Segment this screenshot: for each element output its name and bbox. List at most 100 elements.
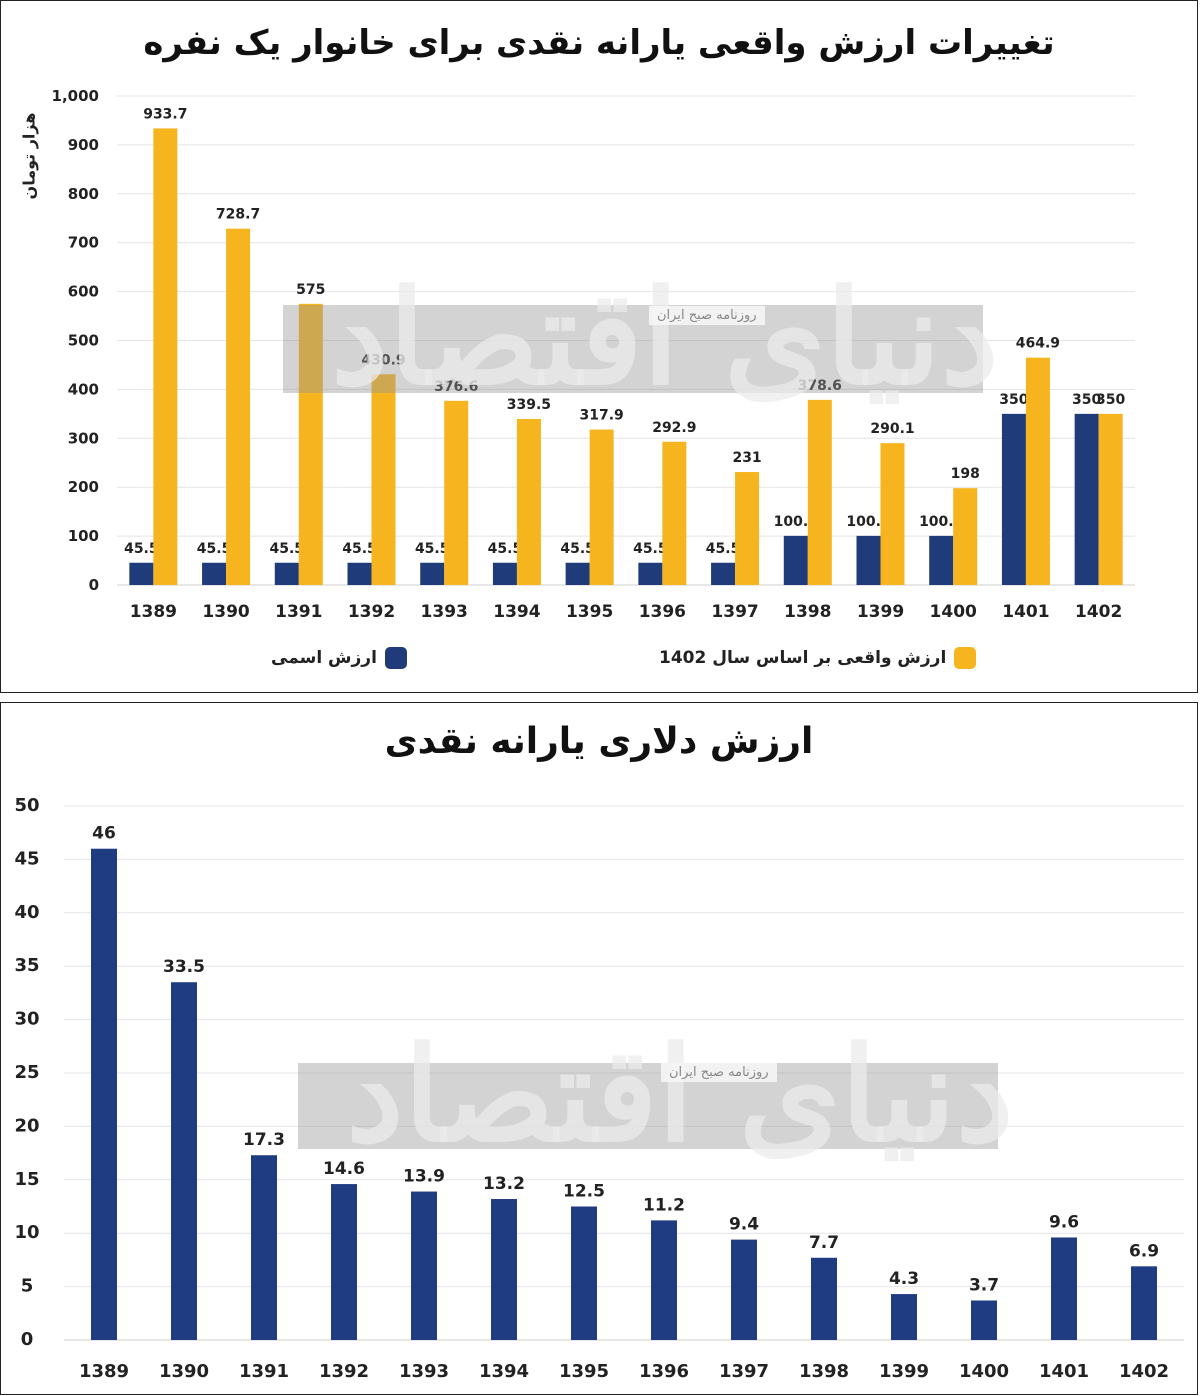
bar: [1074, 413, 1099, 585]
bar: [331, 1184, 357, 1340]
bar: [891, 1294, 917, 1340]
bar: [444, 400, 469, 585]
bar: [153, 128, 178, 585]
data-label: 13.2: [483, 1174, 525, 1194]
watermark-tag: روزنامه صبح ایران: [661, 1063, 777, 1082]
bar: [1025, 357, 1050, 585]
bar: [371, 374, 396, 585]
x-tick-label: 1390: [159, 1361, 209, 1382]
y-tick-label: 25: [14, 1062, 39, 1083]
bar: [731, 1239, 757, 1340]
data-label: 12.5: [563, 1182, 605, 1202]
data-label: 46: [92, 824, 116, 844]
watermark-tag: روزنامه صبح ایران: [649, 306, 765, 325]
bar: [735, 472, 760, 585]
data-label: 45.5: [342, 541, 377, 557]
x-tick-label: 1389: [79, 1361, 129, 1382]
x-tick-label: 1396: [639, 602, 686, 622]
data-label: 376.6: [434, 379, 478, 395]
x-tick-label: 1402: [1119, 1361, 1169, 1382]
bar: [807, 399, 832, 585]
data-label: 100.5: [846, 514, 890, 530]
bar: [651, 1220, 677, 1340]
x-tick-label: 1399: [879, 1361, 929, 1382]
data-label: 9.4: [729, 1215, 759, 1235]
legend-swatch: [954, 647, 977, 669]
bar: [811, 1257, 837, 1340]
data-label: 430.9: [361, 352, 405, 368]
data-label: 317.9: [579, 408, 623, 424]
legend-label: ارزش اسمی: [271, 648, 377, 668]
bar: [971, 1300, 997, 1340]
bar: [226, 228, 251, 585]
legend-item-nominal: ارزش اسمی: [271, 647, 407, 669]
x-tick-label: 1399: [857, 602, 904, 622]
y-tick-label: 20: [14, 1115, 39, 1136]
data-label: 45.5: [270, 541, 305, 557]
data-label: 45.5: [706, 541, 741, 557]
y-tick-label: 0: [89, 576, 99, 594]
x-tick-label: 1393: [399, 1361, 449, 1382]
bar: [638, 562, 663, 585]
data-label: 290.1: [870, 421, 914, 437]
x-tick-label: 1400: [930, 602, 977, 622]
data-label: 7.7: [809, 1233, 839, 1253]
x-tick-label: 1394: [479, 1361, 529, 1382]
x-tick-label: 1391: [275, 602, 322, 622]
bar: [420, 562, 445, 585]
bar: [1131, 1266, 1157, 1340]
data-label: 350: [999, 392, 1028, 408]
data-label: 100.5: [919, 514, 963, 530]
x-tick-label: 1390: [202, 602, 249, 622]
x-tick-label: 1398: [784, 602, 831, 622]
data-label: 45.5: [633, 541, 668, 557]
data-label: 100.5: [774, 514, 818, 530]
chart-title: تغییرات ارزش واقعی یارانه نقدی برای خانو…: [143, 23, 1055, 63]
x-tick-label: 1389: [130, 602, 177, 622]
data-label: 350: [1072, 392, 1101, 408]
x-tick-label: 1401: [1039, 1361, 1089, 1382]
y-tick-label: 40: [14, 902, 39, 923]
bar: [347, 562, 372, 585]
bar: [1001, 413, 1026, 585]
bar: [411, 1191, 437, 1340]
y-tick-label: 10: [14, 1222, 39, 1243]
chart-plot-area: 0 5 10 15 20 25 30 35 40 45 50 1389 46 1390 33.5 1391 17…: [14, 795, 1184, 1382]
watermark-band: [283, 305, 983, 393]
y-tick-label: 300: [68, 429, 99, 447]
x-tick-label: 1402: [1075, 602, 1122, 622]
y-tick-label: 600: [68, 283, 99, 301]
bar: [274, 562, 299, 585]
data-label: 45.5: [488, 541, 523, 557]
bar: [565, 562, 590, 585]
y-tick-label: 35: [14, 955, 39, 976]
y-tick-label: 30: [14, 1009, 39, 1030]
legend-swatch: [384, 647, 407, 669]
data-label: 33.5: [163, 957, 205, 977]
data-label: 45.5: [560, 541, 595, 557]
data-label: 728.7: [216, 207, 260, 223]
y-tick-label: 5: [21, 1276, 34, 1297]
y-tick-label: 100: [68, 527, 99, 545]
data-label: 464.9: [1016, 336, 1060, 352]
y-tick-label: 700: [68, 234, 99, 252]
x-tick-label: 1400: [959, 1361, 1009, 1382]
bar: [1051, 1237, 1077, 1340]
legend-item-real: ارزش واقعی بر اساس سال 1402: [659, 647, 977, 669]
data-label: 45.5: [415, 541, 450, 557]
dollar-value-chart-panel: ارزش دلاری یارانه نقدی 0 5 10 15 20 25 30 35 40 4…: [0, 702, 1198, 1395]
x-tick-label: 1401: [1002, 602, 1049, 622]
x-tick-label: 1392: [348, 602, 395, 622]
bar: [880, 443, 905, 585]
chart-title: ارزش دلاری یارانه نقدی: [384, 721, 814, 762]
data-label: 292.9: [652, 420, 696, 436]
bar: [571, 1206, 597, 1340]
watermark-band: [298, 1063, 998, 1149]
y-tick-label: 15: [14, 1169, 39, 1190]
bar: [662, 441, 687, 585]
y-tick-label: 1,000: [52, 87, 99, 105]
chart-plot-area: 0 100 200 300 400 500 600 700 800 900 1,000 1389 45.…: [52, 87, 1135, 622]
y-tick-label: 900: [68, 136, 99, 154]
bar: [492, 562, 517, 585]
x-tick-label: 1394: [493, 602, 540, 622]
